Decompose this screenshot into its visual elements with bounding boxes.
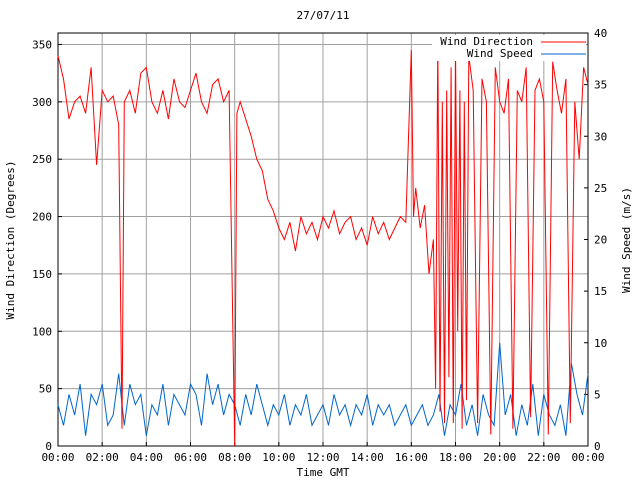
legend-label-wind-speed: Wind Speed: [467, 47, 533, 60]
series-line-wind-direction: [57, 38, 589, 447]
y-left-tick-label: 300: [32, 96, 52, 109]
x-tick-label: 08:00: [218, 451, 251, 464]
x-tick-label: 16:00: [395, 451, 428, 464]
y-right-tick-label: 40: [594, 27, 607, 40]
y-left-tick-label: 100: [32, 325, 52, 338]
y-left-tick-label: 350: [32, 38, 52, 51]
legend-label-wind-direction: Wind Direction: [440, 35, 533, 48]
legend: Wind Direction Wind Speed: [432, 35, 586, 61]
y-axis-left-label: Wind Direction (Degrees): [4, 161, 17, 320]
x-tick-label: 00:00: [41, 451, 74, 464]
y-left-tick-label: 0: [45, 440, 52, 453]
x-tick-label: 22:00: [527, 451, 560, 464]
x-axis-label: Time GMT: [297, 466, 350, 479]
y-right-tick-label: 20: [594, 234, 607, 247]
y-right-tick-label: 10: [594, 337, 607, 350]
series-line-wind-speed: [57, 342, 589, 436]
y-right-tick-label: 0: [594, 440, 601, 453]
x-tick-label: 10:00: [262, 451, 295, 464]
series: [57, 38, 589, 447]
x-tick-label: 14:00: [351, 451, 384, 464]
y-right-tick-label: 15: [594, 285, 607, 298]
x-tick-label: 12:00: [306, 451, 339, 464]
y-right-tick-label: 35: [594, 79, 607, 92]
y-axis-right-label: Wind Speed (m/s): [620, 187, 633, 293]
chart-title: 27/07/11: [297, 9, 350, 22]
x-tick-label: 00:00: [571, 451, 604, 464]
y-right-tick-label: 5: [594, 388, 601, 401]
y-left-tick-label: 150: [32, 268, 52, 281]
axis-ticks: 00:00 02:00 04:00 06:00 08:00 10:00 12:00 14:00…: [32, 27, 607, 464]
y-left-tick-label: 250: [32, 153, 52, 166]
x-tick-label: 18:00: [439, 451, 472, 464]
y-left-tick-label: 200: [32, 211, 52, 224]
y-right-tick-label: 25: [594, 182, 607, 195]
y-left-tick-label: 50: [39, 383, 52, 396]
x-tick-label: 04:00: [130, 451, 163, 464]
x-tick-label: 20:00: [483, 451, 516, 464]
legend-background: [432, 35, 586, 61]
x-tick-label: 02:00: [86, 451, 119, 464]
y-right-tick-label: 30: [594, 130, 607, 143]
x-tick-label: 06:00: [174, 451, 207, 464]
